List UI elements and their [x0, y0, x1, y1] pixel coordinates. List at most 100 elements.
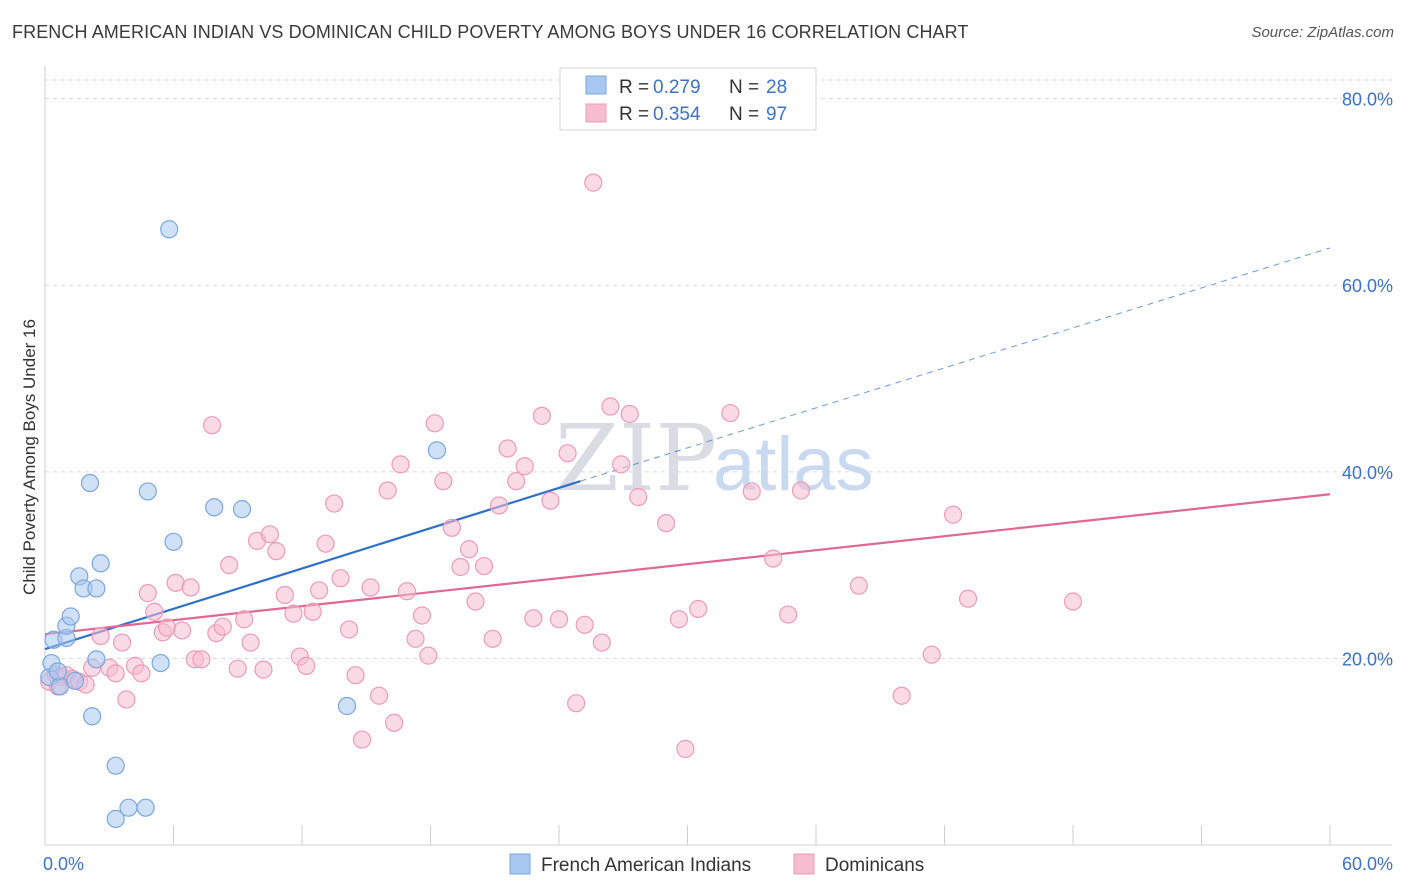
point-dominicans-78 — [612, 455, 631, 474]
source-label: Source: ZipAtlas.com — [1251, 24, 1394, 41]
point-dominicans-93 — [943, 505, 963, 524]
point-dominicans-70 — [541, 491, 560, 510]
legend: R = 0.279 N = 28 R = 0.354 N = 97 — [559, 67, 817, 131]
point-dominicans-84 — [689, 599, 708, 619]
point-dominicans-45 — [346, 666, 365, 685]
point-dominicans-43 — [331, 569, 350, 588]
point-french-american-indians-11 — [87, 579, 106, 598]
point-dominicans-57 — [434, 472, 453, 491]
point-dominicans-36 — [284, 604, 303, 623]
legend-r-value-1: 0.279 — [653, 77, 701, 98]
point-dominicans-18 — [157, 618, 177, 637]
point-dominicans-65 — [498, 439, 517, 458]
point-dominicans-24 — [202, 416, 222, 435]
y-tick-label-3: 80.0% — [1342, 90, 1393, 110]
legend-swatch-pink — [585, 103, 607, 123]
point-dominicans-29 — [235, 610, 254, 629]
point-dominicans-91 — [892, 686, 911, 705]
series-label-dominicans: Dominicans — [825, 855, 924, 876]
point-dominicans-16 — [145, 602, 164, 621]
point-dominicans-44 — [340, 620, 359, 639]
point-dominicans-11 — [112, 633, 132, 652]
grid-lines — [45, 79, 1392, 659]
point-dominicans-8 — [91, 626, 110, 646]
point-french-american-indians-9 — [80, 473, 100, 493]
point-dominicans-80 — [629, 487, 648, 507]
point-dominicans-46 — [352, 730, 372, 749]
point-french-american-indians-13 — [91, 554, 110, 573]
y-tick-label-2: 60.0% — [1342, 276, 1393, 296]
y-tick-label-0: 20.0% — [1342, 649, 1393, 669]
point-dominicans-92 — [922, 645, 941, 664]
axes — [44, 66, 1392, 846]
point-dominicans-47 — [361, 578, 380, 597]
point-dominicans-58 — [442, 518, 462, 537]
legend-n-label-1: N = — [729, 77, 759, 98]
legend-r-label-2: R = — [619, 104, 649, 125]
point-dominicans-63 — [483, 629, 502, 648]
legend-n-value-2: 97 — [766, 104, 787, 125]
point-french-american-indians-14 — [106, 809, 125, 828]
y-axis-label: Child Poverty Among Boys Under 16 — [20, 319, 39, 595]
point-dominicans-68 — [524, 609, 543, 628]
point-dominicans-74 — [575, 615, 594, 634]
point-french-american-indians-21 — [164, 532, 183, 551]
point-french-american-indians-24 — [337, 696, 357, 716]
point-dominicans-95 — [1063, 592, 1083, 611]
legend-n-label-2: N = — [729, 104, 759, 125]
point-french-american-indians-22 — [205, 498, 224, 517]
point-dominicans-39 — [303, 602, 322, 621]
point-dominicans-23 — [192, 650, 211, 669]
point-dominicans-40 — [310, 581, 329, 600]
point-dominicans-64 — [489, 496, 509, 515]
point-french-american-indians-27 — [48, 662, 67, 681]
point-dominicans-66 — [507, 472, 526, 491]
point-dominicans-76 — [592, 633, 611, 652]
x-tick-labels: 0.0% 60.0% — [43, 854, 1393, 874]
point-dominicans-20 — [172, 621, 192, 640]
watermark: ZIP atlas — [555, 405, 874, 512]
point-dominicans-42 — [325, 494, 344, 513]
point-dominicans-38 — [297, 656, 316, 675]
point-dominicans-67 — [515, 457, 534, 476]
point-french-american-indians-6 — [65, 671, 85, 690]
point-dominicans-87 — [764, 549, 783, 568]
point-french-american-indians-25 — [427, 441, 447, 460]
point-dominicans-49 — [378, 481, 397, 500]
trend-line-french-american-indians-extension — [580, 247, 1331, 482]
point-dominicans-69 — [532, 406, 551, 425]
point-dominicans-86 — [742, 482, 761, 501]
y-tick-label-1: 40.0% — [1342, 463, 1393, 483]
point-french-american-indians-15 — [106, 756, 125, 775]
x-tick-label-0: 0.0% — [43, 854, 84, 874]
point-dominicans-89 — [791, 481, 811, 500]
y-tick-labels: 20.0% 40.0% 60.0% 80.0% — [1342, 90, 1393, 670]
point-dominicans-81 — [656, 514, 676, 533]
point-dominicans-75 — [584, 173, 603, 192]
point-french-american-indians-20 — [160, 220, 179, 239]
point-french-american-indians-23 — [232, 500, 252, 519]
point-french-american-indians-5 — [61, 607, 80, 626]
point-dominicans-53 — [406, 629, 425, 648]
series-legend: French American Indians Dominicans — [509, 853, 924, 876]
series-label-french-american-indians: French American Indians — [541, 855, 751, 876]
chart-title: FRENCH AMERICAN INDIAN VS DOMINICAN CHIL… — [12, 22, 969, 42]
point-dominicans-62 — [474, 556, 494, 576]
point-dominicans-94 — [958, 589, 978, 608]
point-dominicans-14 — [132, 664, 151, 683]
point-french-american-indians-16 — [119, 798, 138, 817]
point-dominicans-83 — [676, 739, 695, 759]
point-french-american-indians-10 — [83, 707, 102, 726]
point-dominicans-28 — [228, 659, 247, 678]
legend-r-value-2: 0.354 — [653, 104, 701, 125]
point-dominicans-21 — [181, 578, 200, 597]
point-dominicans-41 — [316, 534, 335, 553]
data-points — [40, 173, 1083, 828]
point-dominicans-34 — [267, 542, 286, 561]
point-dominicans-90 — [849, 576, 868, 595]
point-dominicans-51 — [391, 455, 410, 474]
point-dominicans-71 — [549, 610, 569, 629]
trend-line-dominicans — [44, 493, 1331, 636]
point-dominicans-32 — [254, 660, 273, 679]
